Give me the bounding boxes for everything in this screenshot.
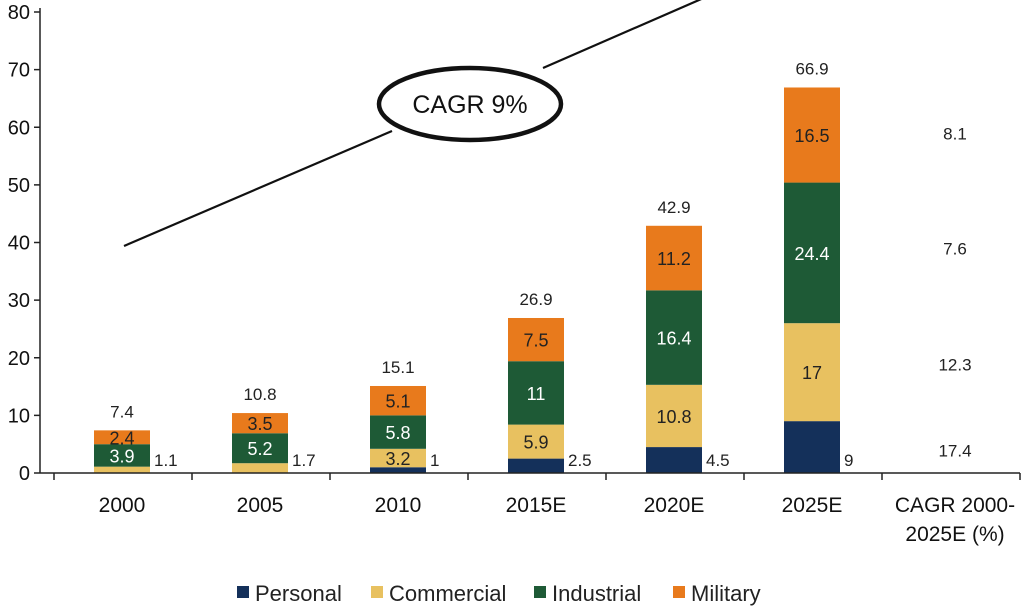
bar-segment-industrial: [232, 433, 288, 464]
x-tick-label: 2020E: [644, 494, 705, 517]
y-tick-label: 0: [19, 463, 30, 485]
personal-label: 9: [844, 451, 853, 470]
cagr-value-commercial: 12.3: [938, 356, 971, 375]
bar-segment-commercial: [94, 466, 150, 473]
bar-segment-military: [94, 430, 150, 445]
x-tick-label: 2025E: [782, 494, 843, 517]
cagr-value-personal: 17.4: [938, 442, 971, 461]
y-tick-label: 30: [8, 290, 30, 312]
y-tick-label: 50: [8, 175, 30, 197]
bar-segment-personal: [784, 421, 840, 473]
trend-line: [542, 0, 702, 70]
bars: 3.92.4 1.1 7.4 5.2 3.5 1.7 10.8 3.2 5.8 5.1 1 15.1 5…: [94, 59, 853, 473]
cagr-annotation: CAGR 9%: [123, 0, 702, 248]
bar-segment-industrial: [94, 444, 150, 467]
bar-segment-commercial: [784, 323, 840, 422]
y-tick-label: 70: [8, 60, 30, 82]
segment-label: 3.5: [247, 414, 272, 434]
segment-label: 16.4: [656, 329, 691, 349]
segment-label: 16.5: [794, 126, 829, 146]
cagr-header: CAGR 2000-: [895, 494, 1015, 517]
bar-segment-commercial: [232, 463, 288, 473]
y-tick-label: 40: [8, 233, 30, 255]
total-label: 66.9: [795, 59, 828, 78]
legend-label-industrial: Industrial: [552, 581, 641, 606]
segment-label: 3.9: [109, 446, 134, 466]
segment-label: 11: [527, 384, 546, 404]
cagr-value-industrial: 7.6: [943, 239, 967, 258]
bar-segment-military: [232, 413, 288, 434]
legend-swatch-military: [673, 586, 685, 598]
bar-segment-commercial: [508, 424, 564, 459]
bar-segment-military: [370, 385, 426, 416]
segment-label: 5.8: [385, 423, 410, 443]
segment-label: 5.1: [385, 392, 410, 412]
bar-segment-industrial: [784, 182, 840, 324]
bar-segment-personal: [508, 458, 564, 473]
x-tick-label: 2005: [237, 494, 284, 517]
annotation-ellipse: [376, 65, 564, 143]
legend-label-military: Military: [691, 581, 761, 606]
total-label: 15.1: [381, 358, 414, 377]
bar-segment-commercial: [646, 384, 702, 448]
x-tick-label: 2015E: [506, 494, 567, 517]
bar-segment-military: [646, 225, 702, 291]
bar-segment-personal: [646, 447, 702, 473]
segment-label: 17: [802, 363, 822, 383]
personal-label: 4.5: [706, 451, 730, 470]
cagr-header: 2025E (%): [905, 523, 1004, 546]
total-label: 42.9: [657, 198, 690, 217]
segment-label: 7.5: [523, 331, 548, 351]
y-tick-label: 60: [8, 117, 30, 139]
segment-label: 5.2: [247, 439, 272, 459]
personal-label: 2.5: [568, 451, 592, 470]
bar-segment-commercial: [370, 448, 426, 468]
bar-segment-industrial: [646, 290, 702, 385]
legend-label-personal: Personal: [255, 581, 342, 606]
segment-label: 3.2: [385, 449, 410, 469]
cagr-column: CAGR 2000- 2025E (%) 8.1 7.6 12.3 17.4: [895, 125, 1015, 546]
segment-label: 11.2: [657, 249, 691, 269]
trend-line: [123, 129, 393, 248]
cagr-value-military: 8.1: [943, 125, 967, 144]
annotation-text: CAGR 9%: [412, 91, 527, 119]
personal-label: 1.1: [154, 451, 178, 470]
segment-label: 5.9: [523, 433, 548, 453]
y-tick-label: 20: [8, 348, 30, 370]
total-label: 7.4: [110, 402, 134, 421]
total-label: 26.9: [519, 290, 552, 309]
legend-swatch-commercial: [371, 586, 383, 598]
personal-label: 1: [430, 451, 439, 470]
segment-label: 2.4: [109, 428, 134, 448]
x-tick-label: 2010: [375, 494, 422, 517]
legend-swatch-personal: [237, 586, 249, 598]
bar-segment-military: [784, 87, 840, 183]
segment-label: 10.8: [656, 407, 691, 427]
bar-segment-personal: [370, 467, 426, 473]
x-tick-label: 2000: [99, 494, 146, 517]
y-tick-label: 80: [8, 2, 30, 24]
personal-label: 1.7: [292, 451, 316, 470]
legend-label-commercial: Commercial: [389, 581, 506, 606]
bar-segment-industrial: [370, 415, 426, 449]
legend-swatch-industrial: [534, 586, 546, 598]
y-tick-label: 10: [8, 405, 30, 427]
total-label: 10.8: [243, 385, 276, 404]
x-axis: 2000 2005 2010 2015E 2020E 2025E: [40, 472, 1021, 517]
bar-segment-industrial: [508, 361, 564, 425]
legend: Personal Commercial Industrial Military: [237, 581, 761, 606]
y-axis: 0 10 20 30 40 50 60 70 80: [8, 2, 41, 485]
segment-label: 24.4: [794, 244, 829, 264]
bar-segment-military: [508, 317, 564, 362]
